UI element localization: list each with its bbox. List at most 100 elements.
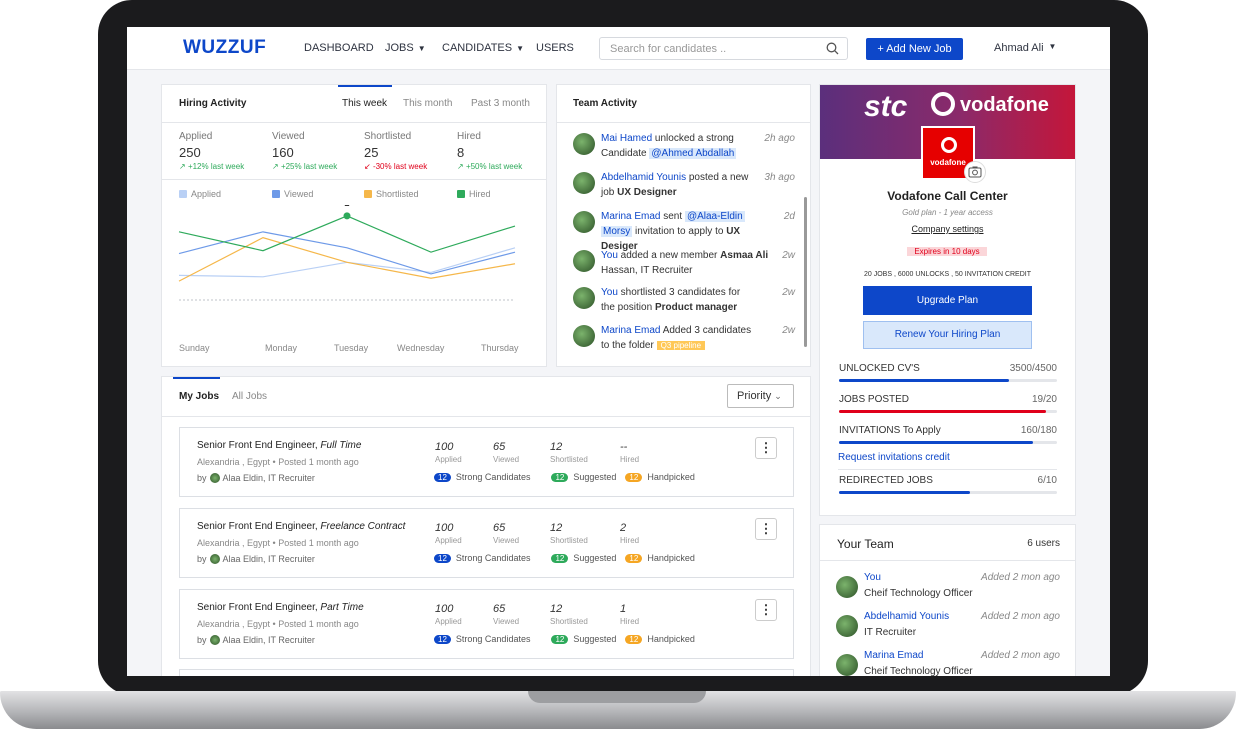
activity-text: Abdelhamid Younis posted a new job UX Des… bbox=[601, 170, 771, 200]
badge-label[interactable]: Strong Candidates bbox=[455, 553, 531, 563]
chevron-down-icon: ⌄ bbox=[774, 391, 782, 401]
member-name[interactable]: Abdelhamid Younis bbox=[864, 611, 950, 622]
activity-detail: Candidate bbox=[601, 148, 647, 159]
avatar bbox=[573, 211, 595, 233]
highlight-point[interactable] bbox=[343, 212, 351, 220]
usage-label: REDIRECTED JOBS bbox=[839, 475, 933, 486]
tab-this-week[interactable]: This week bbox=[342, 98, 388, 109]
more-options-icon[interactable]: ⋮ bbox=[755, 518, 777, 540]
wuzzuf-logo[interactable]: WUZZUF bbox=[183, 37, 267, 58]
badge-label[interactable]: Handpicked bbox=[647, 553, 695, 563]
folder-tag[interactable]: Q3 pipeline bbox=[656, 341, 706, 350]
stat-value-viewed: 160 bbox=[272, 145, 294, 160]
mention-tag[interactable]: @Ahmed Abdallah bbox=[649, 148, 737, 159]
more-options-icon[interactable]: ⋮ bbox=[755, 437, 777, 459]
mention-tag[interactable]: @Alaa-Eldin bbox=[684, 211, 745, 222]
badge-count: 12 bbox=[551, 553, 569, 563]
job-recruiter: by Alaa Eldin, IT Recruiter bbox=[197, 554, 315, 564]
user-menu[interactable]: Ahmad Ali ▼ bbox=[994, 42, 1056, 54]
stat-applied: 100 bbox=[435, 441, 454, 453]
x-tick-tuesday: Tuesday bbox=[334, 343, 369, 353]
badge-label[interactable]: Handpicked bbox=[647, 634, 695, 644]
progress-track bbox=[839, 379, 1057, 382]
nav-users[interactable]: USERS bbox=[536, 42, 574, 54]
job-recruiter: by Alaa Eldin, IT Recruiter bbox=[197, 473, 315, 483]
active-tab-indicator bbox=[338, 85, 392, 87]
activity-item[interactable]: Marina Emad sent @Alaa-Eldin Morsy invita… bbox=[573, 209, 795, 252]
vodafone-logo-icon bbox=[941, 137, 957, 153]
job-location: Alexandria , Egypt • Posted 1 month ago bbox=[197, 538, 359, 548]
badge-label[interactable]: Strong Candidates bbox=[455, 634, 531, 644]
actor-name[interactable]: Mai Hamed bbox=[601, 133, 653, 144]
upgrade-plan-button[interactable]: Upgrade Plan bbox=[863, 286, 1032, 315]
activity-detail: Hassan, IT Recruiter bbox=[601, 265, 693, 276]
job-type: Freelance Contract bbox=[320, 521, 406, 532]
activity-item[interactable]: You shortlisted 3 candidates for the posi… bbox=[573, 285, 795, 317]
badge-count: 12 bbox=[625, 634, 643, 644]
job-title[interactable]: Senior Front End Engineer, Part Time bbox=[197, 602, 364, 613]
sort-select[interactable]: Priority ⌄ bbox=[727, 384, 794, 408]
actor-name[interactable]: Marina Emad bbox=[601, 211, 661, 222]
nav-jobs[interactable]: JOBS ▼ bbox=[385, 42, 426, 54]
badge-label[interactable]: Suggested bbox=[573, 634, 617, 644]
stat-value-hired: 8 bbox=[457, 145, 465, 160]
activity-highlight: UX Desiger bbox=[601, 226, 741, 252]
tab-this-month[interactable]: This month bbox=[403, 98, 453, 109]
add-new-job-button[interactable]: + Add New Job bbox=[866, 38, 963, 60]
badge-label[interactable]: Suggested bbox=[573, 553, 617, 563]
job-card[interactable] bbox=[179, 669, 794, 676]
stat-hired: -- bbox=[620, 441, 628, 453]
activity-text: You shortlisted 3 candidates for the posi… bbox=[601, 285, 771, 315]
job-title[interactable]: Senior Front End Engineer, Freelance Con… bbox=[197, 521, 405, 532]
nav-candidates[interactable]: CANDIDATES ▼ bbox=[442, 42, 524, 54]
mention-tag[interactable]: Morsy bbox=[601, 226, 633, 237]
activity-item[interactable]: Mai Hamed unlocked a strong Candidate @Ah… bbox=[573, 131, 795, 163]
tab-all-jobs[interactable]: All Jobs bbox=[232, 391, 268, 402]
stat-label-viewed: Viewed bbox=[272, 131, 305, 142]
member-name[interactable]: Marina Emad bbox=[864, 650, 924, 661]
activity-item[interactable]: Abdelhamid Younis posted a new job UX Des… bbox=[573, 170, 795, 202]
activity-detail: posted a new bbox=[688, 172, 749, 183]
stat-value-shortlisted: 25 bbox=[364, 145, 379, 160]
badge-label[interactable]: Strong Candidates bbox=[455, 472, 531, 482]
company-settings-link[interactable]: Company settings bbox=[911, 224, 984, 234]
stc-logo: stc bbox=[864, 90, 908, 123]
actor-name[interactable]: Abdelhamid Younis bbox=[601, 172, 687, 183]
stat-label: Hired bbox=[620, 536, 640, 545]
activity-detail: job bbox=[601, 187, 615, 198]
actor-name[interactable]: Marina Emad bbox=[601, 325, 661, 336]
job-title[interactable]: Senior Front End Engineer, Full Time bbox=[197, 440, 361, 451]
badge-label[interactable]: Suggested bbox=[573, 472, 617, 482]
job-type: Part Time bbox=[320, 602, 364, 613]
job-card[interactable]: Senior Front End Engineer, Part Time Ale… bbox=[179, 589, 794, 659]
member-name[interactable]: You bbox=[864, 572, 881, 583]
scrollbar-thumb[interactable] bbox=[804, 197, 807, 347]
more-options-icon[interactable]: ⋮ bbox=[755, 599, 777, 621]
divider bbox=[838, 469, 1057, 470]
activity-highlight: Product manager bbox=[654, 302, 738, 313]
stat-shortlisted: 12 bbox=[550, 603, 563, 615]
job-card[interactable]: Senior Front End Engineer, Full Time Ale… bbox=[179, 427, 794, 497]
search-input[interactable]: Search for candidates .. bbox=[599, 37, 848, 60]
avatar bbox=[836, 654, 858, 676]
tab-my-jobs[interactable]: My Jobs bbox=[179, 391, 220, 402]
search-icon[interactable] bbox=[826, 42, 839, 55]
actor-name[interactable]: You bbox=[601, 287, 618, 298]
avatar bbox=[573, 250, 595, 272]
job-card[interactable]: Senior Front End Engineer, Freelance Con… bbox=[179, 508, 794, 578]
badge-label[interactable]: Handpicked bbox=[647, 472, 695, 482]
activity-item[interactable]: Marina Emad Added 3 candidates to the fol… bbox=[573, 323, 795, 355]
activity-item[interactable]: You added a new member Asmaa Ali Hassan, … bbox=[573, 248, 795, 280]
stat-applied: 100 bbox=[435, 522, 454, 534]
renew-plan-button[interactable]: Renew Your Hiring Plan bbox=[863, 321, 1032, 349]
nav-dashboard[interactable]: DASHBOARD bbox=[304, 42, 374, 54]
by-label: by bbox=[197, 473, 207, 483]
trend-value: -30% bbox=[372, 162, 392, 171]
tab-past-3-month[interactable]: Past 3 month bbox=[471, 98, 530, 109]
camera-icon[interactable] bbox=[964, 161, 986, 183]
actor-name[interactable]: You bbox=[601, 250, 618, 261]
stat-label: Hired bbox=[620, 617, 640, 626]
caret-down-icon: ▼ bbox=[516, 43, 525, 53]
request-invitations-link[interactable]: Request invitations credit bbox=[838, 452, 950, 463]
avatar bbox=[209, 635, 220, 645]
